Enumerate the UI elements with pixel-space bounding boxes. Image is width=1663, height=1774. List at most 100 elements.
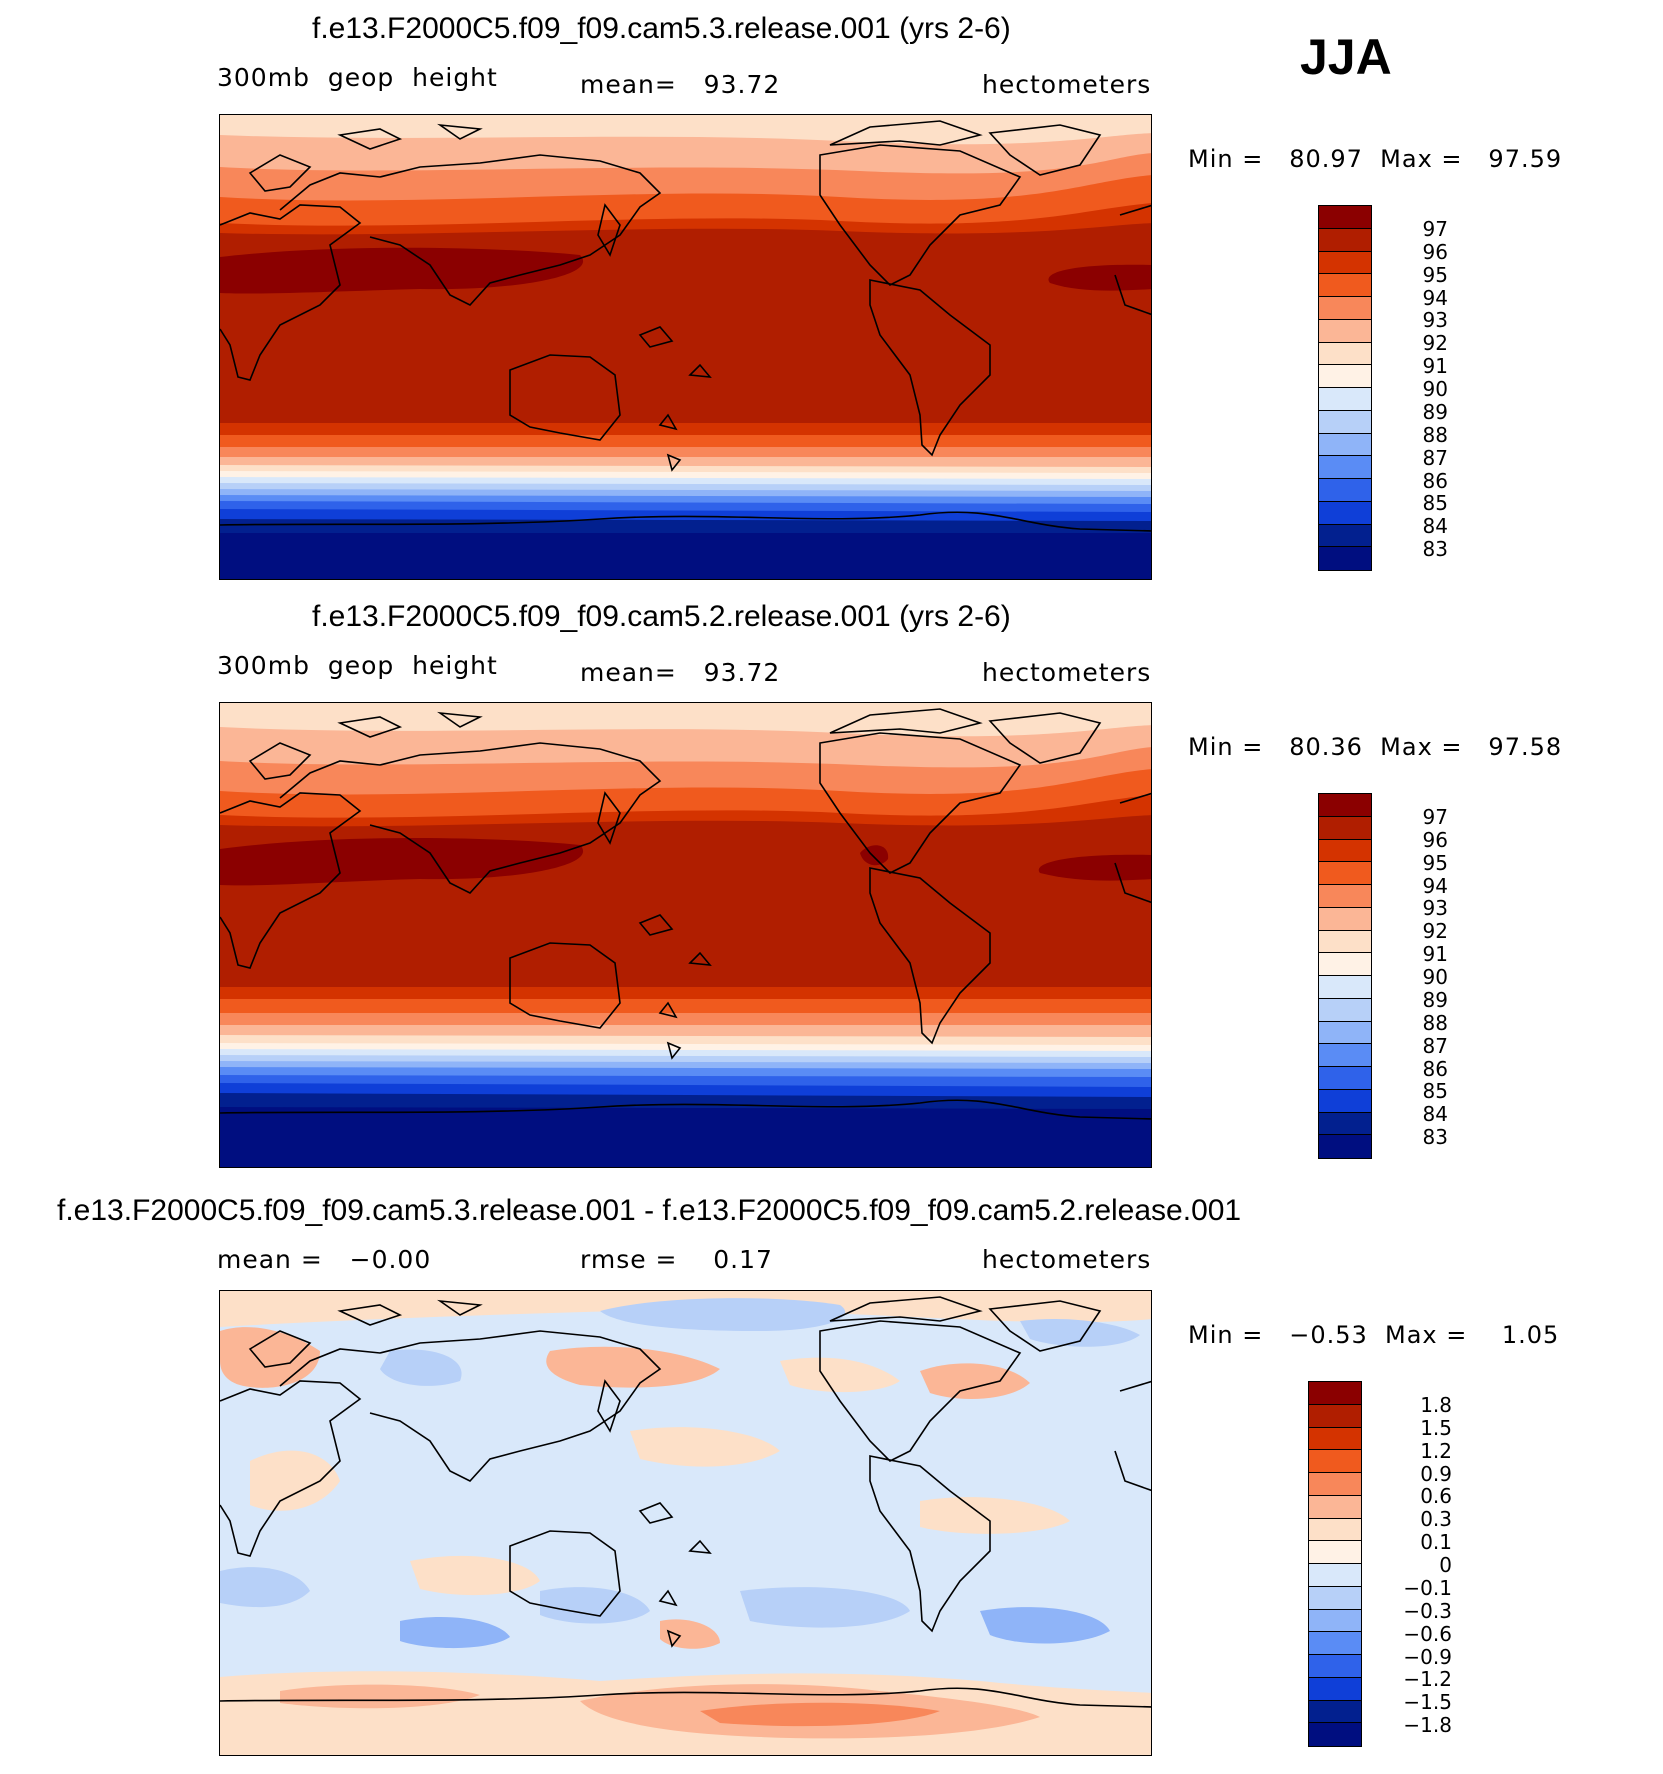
panel2-colorbar-swatch <box>1319 1089 1371 1113</box>
panel2-colorbar-label: 89 <box>1422 987 1448 1012</box>
panel1-colorbar-swatch <box>1319 274 1371 297</box>
panel1-colorbar-swatch <box>1319 319 1371 343</box>
panel1-colorbar-label: 86 <box>1422 468 1448 493</box>
panel3-colorbar-label: 0.9 <box>1420 1461 1452 1486</box>
panel2-colorbar-swatch <box>1319 1112 1371 1136</box>
panel2-colorbar-swatch <box>1319 907 1371 931</box>
panel3-colorbar-swatch <box>1309 1495 1361 1519</box>
panel2-colorbar-label: 92 <box>1422 919 1448 944</box>
panel1-mean-label: mean= 93.72 <box>580 70 781 99</box>
panel3-rmse-label: rmse = 0.17 <box>580 1245 773 1274</box>
panel1-colorbar-swatch <box>1319 456 1371 479</box>
panel3-title: f.e13.F2000C5.f09_f09.cam5.3.release.001… <box>57 1194 1242 1227</box>
panel3-colorbar-label: 0.1 <box>1420 1530 1452 1555</box>
panel3-colorbar-swatch <box>1309 1609 1361 1633</box>
panel2-colorbar-swatch <box>1319 998 1371 1022</box>
panel3-colorbar-swatch <box>1309 1723 1361 1746</box>
panel2-units-label: hectometers <box>982 658 1152 687</box>
panel3-colorbar-swatch <box>1309 1427 1361 1451</box>
panel1-colorbar-label: 84 <box>1422 514 1448 539</box>
panel2-colorbar-swatch <box>1319 794 1371 817</box>
panel1-colorbar-label: 91 <box>1422 354 1448 379</box>
panel1-colorbar-label: 90 <box>1422 377 1448 401</box>
panel3-colorbar-swatch <box>1309 1450 1361 1473</box>
panel1-colorbar-swatch <box>1319 547 1371 570</box>
panel1-colorbar-swatch <box>1319 524 1371 548</box>
panel3-units-label: hectometers <box>982 1245 1152 1274</box>
panel1-colorbar-swatch <box>1319 297 1371 320</box>
panel2-colorbar <box>1318 793 1372 1159</box>
panel1-colorbar-label: 96 <box>1422 239 1448 264</box>
panel1-colorbar-swatch <box>1319 251 1371 275</box>
panel2-title: f.e13.F2000C5.f09_f09.cam5.2.release.001… <box>312 600 1011 633</box>
panel3-colorbar-swatch <box>1309 1655 1361 1678</box>
panel1-colorbar-swatch <box>1319 206 1371 229</box>
panel2-colorbar-label: 94 <box>1422 873 1448 898</box>
panel1-colorbar-labels: 97 96 95 94 93 92 91 90 89 88 87 86 85 8… <box>1388 205 1448 571</box>
panel2-colorbar-swatch <box>1319 930 1371 954</box>
panel3-colorbar-label: 1.5 <box>1420 1415 1452 1440</box>
panel3-colorbar-label: −1.5 <box>1403 1690 1452 1715</box>
panel3-colorbar-label: −0.1 <box>1403 1575 1452 1600</box>
panel3-colorbar-label: 0.3 <box>1420 1507 1452 1532</box>
panel3-mean-label: mean = −0.00 <box>217 1245 432 1274</box>
panel3-colorbar-swatch <box>1309 1586 1361 1610</box>
panel3-colorbar-swatch <box>1309 1404 1361 1428</box>
panel2-colorbar-swatch <box>1319 1044 1371 1067</box>
panel3-colorbar-label: 1.2 <box>1420 1438 1452 1463</box>
panel2-colorbar-label: 87 <box>1422 1033 1448 1058</box>
panel2-colorbar-label: 88 <box>1422 1010 1448 1035</box>
panel1-title: f.e13.F2000C5.f09_f09.cam5.3.release.001… <box>312 12 1011 45</box>
panel2-colorbar-swatch <box>1319 953 1371 976</box>
panel3-colorbar <box>1308 1381 1362 1747</box>
panel2-colorbar-label: 90 <box>1422 965 1448 989</box>
panel1-colorbar-swatch <box>1319 433 1371 457</box>
panel2-colorbar-swatch <box>1319 816 1371 840</box>
panel3-colorbar-label: −0.3 <box>1403 1598 1452 1623</box>
panel3-colorbar-swatch <box>1309 1518 1361 1542</box>
panel1-colorbar-label: 95 <box>1422 262 1448 287</box>
panel1-colorbar-swatch <box>1319 410 1371 434</box>
panel2-colorbar-swatch <box>1319 885 1371 908</box>
panel1-colorbar-swatch <box>1319 388 1371 411</box>
panel1-colorbar-swatch <box>1319 365 1371 388</box>
panel2-colorbar-swatch <box>1319 1067 1371 1090</box>
panel3-colorbar-label: −1.8 <box>1403 1713 1452 1738</box>
panel2-colorbar-swatch <box>1319 862 1371 885</box>
panel2-colorbar-label: 91 <box>1422 942 1448 967</box>
panel2-colorbar-label: 93 <box>1422 896 1448 921</box>
panel3-map <box>219 1290 1152 1756</box>
panel3-colorbar-label: −0.6 <box>1403 1621 1452 1646</box>
panel3-colorbar-swatch <box>1309 1541 1361 1564</box>
panel3-colorbar-label: −0.9 <box>1403 1644 1452 1669</box>
panel3-colorbar-label: 0 <box>1439 1553 1452 1577</box>
panel1-colorbar-label: 87 <box>1422 445 1448 470</box>
panel1-variable-label: 300mb geop height <box>217 63 498 92</box>
panel3-colorbar-swatch <box>1309 1382 1361 1405</box>
panel1-colorbar-swatch <box>1319 479 1371 502</box>
panel2-map <box>219 702 1152 1168</box>
panel2-colorbar-label: 84 <box>1422 1102 1448 1127</box>
panel3-colorbar-swatch <box>1309 1677 1361 1701</box>
panel1-colorbar-label: 93 <box>1422 308 1448 333</box>
panel1-colorbar-swatch <box>1319 501 1371 525</box>
panel1-colorbar-label: 85 <box>1422 491 1448 516</box>
panel1-colorbar-label: 97 <box>1422 216 1448 241</box>
panel2-variable-label: 300mb geop height <box>217 651 498 680</box>
panel2-colorbar-label: 96 <box>1422 827 1448 852</box>
panel1-colorbar <box>1318 205 1372 571</box>
panel3-colorbar-label: 0.6 <box>1420 1484 1452 1509</box>
panel3-colorbar-labels: 1.8 1.5 1.2 0.9 0.6 0.3 0.1 0 −0.1 −0.3 … <box>1372 1381 1452 1747</box>
panel1-units-label: hectometers <box>982 70 1152 99</box>
panel2-colorbar-swatch <box>1319 1021 1371 1045</box>
panel2-colorbar-label: 86 <box>1422 1056 1448 1081</box>
panel1-colorbar-label: 94 <box>1422 285 1448 310</box>
panel1-colorbar-label: 88 <box>1422 422 1448 447</box>
panel3-minmax: Min = −0.53 Max = 1.05 <box>1188 1321 1560 1349</box>
panel3-colorbar-label: −1.2 <box>1403 1667 1452 1692</box>
panel2-minmax: Min = 80.36 Max = 97.58 <box>1188 733 1563 761</box>
panel3-colorbar-swatch <box>1309 1564 1361 1587</box>
panel2-colorbar-labels: 97 96 95 94 93 92 91 90 89 88 87 86 85 8… <box>1388 793 1448 1159</box>
season-label: JJA <box>1300 29 1392 85</box>
panel1-colorbar-label: 92 <box>1422 331 1448 356</box>
